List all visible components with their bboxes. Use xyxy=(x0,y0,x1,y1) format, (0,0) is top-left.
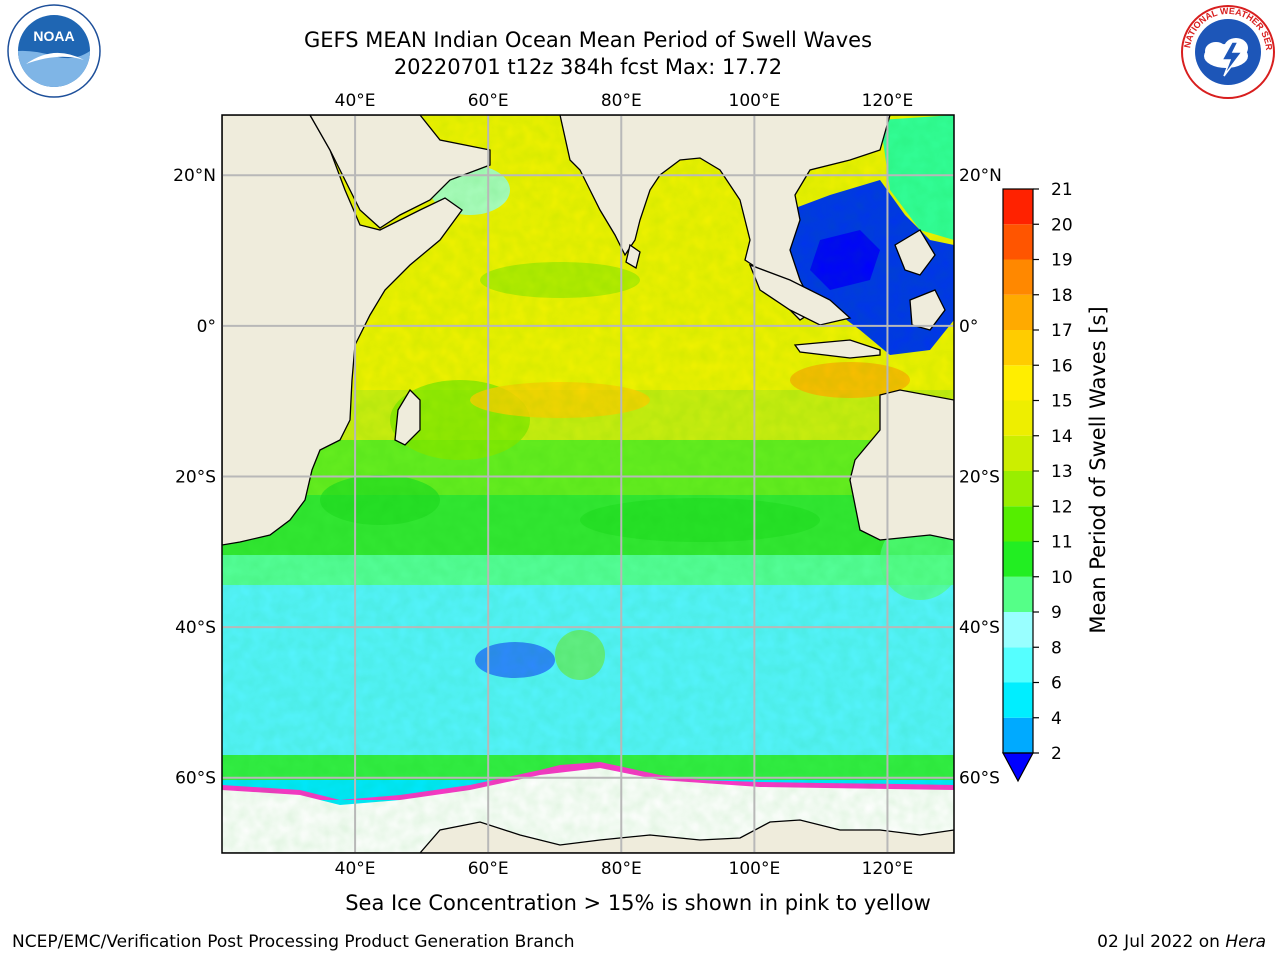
noaa-logo: NOAA xyxy=(7,4,101,98)
borneo xyxy=(894,229,936,276)
australia xyxy=(849,389,954,541)
lon-tick-label-bottom: 120°E xyxy=(862,859,914,879)
colorbar-swatch xyxy=(1003,189,1033,225)
lon-tick-label-top: 40°E xyxy=(335,91,376,111)
lon-tick-label-bottom: 80°E xyxy=(601,859,642,879)
colorbar-swatch xyxy=(1003,682,1033,718)
lon-tick-label-top: 60°E xyxy=(468,91,509,111)
map-area xyxy=(222,115,954,853)
colorbar-swatch xyxy=(1003,471,1033,507)
asia-mainland xyxy=(490,115,891,321)
tick-labels: 40°E 40°E 60°E 60°E 80°E 80°E 100°E 100°E 120°E 1… xyxy=(173,91,1002,879)
footer-branch: NCEP/EMC/Verification Post Processing Pr… xyxy=(12,932,575,952)
lat-tick-label-right: 60°S xyxy=(959,769,1000,789)
colorbar-tick-label: 20 xyxy=(1051,215,1073,235)
sea-ice-caption: Sea Ice Concentration > 15% is shown in … xyxy=(345,891,931,915)
colorbar-tick-label: 6 xyxy=(1051,674,1062,694)
madagascar xyxy=(394,388,421,446)
colorbar-tick-label: 10 xyxy=(1051,568,1073,588)
colorbar-swatch xyxy=(1003,612,1033,648)
lat-tick-label-right: 20°N xyxy=(959,166,1002,186)
colorbar-tick-label: 15 xyxy=(1051,392,1073,412)
colorbar-tick-label: 9 xyxy=(1051,603,1062,623)
lat-tick-label-left: 0° xyxy=(197,317,216,337)
lon-tick-label-top: 100°E xyxy=(729,91,781,111)
chart-title-line2: 20220701 t12z 384h fcst Max: 17.72 xyxy=(393,55,783,79)
chart-title-line1: GEFS MEAN Indian Ocean Mean Period of Sw… xyxy=(303,28,873,52)
colorbar-tick-label: 14 xyxy=(1051,427,1073,447)
lon-tick-label-bottom: 40°E xyxy=(335,859,376,879)
colorbar-tick-label: 13 xyxy=(1051,462,1073,482)
lat-tick-label-right: 0° xyxy=(959,317,978,337)
colorbar-tick-label: 2 xyxy=(1051,744,1062,764)
colorbar-tick-label: 18 xyxy=(1051,286,1073,306)
colorbar-tick-label: 16 xyxy=(1051,356,1073,376)
colorbar-swatch xyxy=(1003,294,1033,330)
colorbar-swatch xyxy=(1003,647,1033,683)
svg-text:NOAA: NOAA xyxy=(33,28,74,44)
colorbar-swatch xyxy=(1003,400,1033,436)
footer-date: 02 Jul 2022 on Hera xyxy=(1097,932,1266,952)
colorbar-swatch xyxy=(1003,224,1033,260)
colorbar-tick-label: 21 xyxy=(1051,180,1073,200)
gridlines xyxy=(222,115,954,853)
colorbar-tick-label: 8 xyxy=(1051,638,1062,658)
sri-lanka xyxy=(625,243,641,270)
lat-tick-label-left: 40°S xyxy=(175,618,216,638)
colorbar-swatch xyxy=(1003,330,1033,366)
java xyxy=(793,339,881,359)
footer-host: Hera xyxy=(1225,932,1266,952)
lon-tick-label-top: 120°E xyxy=(862,91,914,111)
lat-tick-label-right: 20°S xyxy=(959,467,1000,487)
colorbar-label: Mean Period of Swell Waves [s] xyxy=(1086,306,1110,634)
africa-arabia xyxy=(222,115,463,546)
land xyxy=(222,115,954,853)
colorbar: 2 4 6 8 9 10 11 12 13 14 15 16 17 18 19 20 21 xyxy=(1001,180,1073,783)
sulawesi xyxy=(909,289,946,331)
colorbar-tick-label: 11 xyxy=(1051,533,1073,553)
colorbar-tick-label: 4 xyxy=(1051,709,1062,729)
colorbar-swatch xyxy=(1003,717,1033,753)
colorbar-swatch xyxy=(1003,506,1033,542)
colorbar-swatch xyxy=(1003,365,1033,401)
lon-tick-label-bottom: 60°E xyxy=(468,859,509,879)
colorbar-tick-label: 17 xyxy=(1051,321,1073,341)
lon-tick-label-bottom: 100°E xyxy=(729,859,781,879)
footer-date-text: 02 Jul 2022 on xyxy=(1097,932,1226,952)
lat-tick-label-right: 40°S xyxy=(959,618,1000,638)
colorbar-swatch xyxy=(1003,576,1033,612)
lat-tick-label-left: 20°N xyxy=(173,166,216,186)
map-frame xyxy=(221,114,955,854)
lon-tick-label-top: 80°E xyxy=(601,91,642,111)
lat-tick-label-left: 60°S xyxy=(175,769,216,789)
lat-tick-label-left: 20°S xyxy=(175,467,216,487)
colorbar-swatch xyxy=(1003,435,1033,471)
colorbar-under-arrow xyxy=(1001,752,1035,783)
antarctica xyxy=(222,819,954,853)
colorbar-swatch xyxy=(1003,259,1033,295)
colorbar-tick-label: 19 xyxy=(1051,251,1073,271)
colorbar-tick-label: 12 xyxy=(1051,497,1073,517)
nws-logo: NATIONAL WEATHER SERVICE xyxy=(1180,4,1275,99)
colorbar-swatch xyxy=(1003,541,1033,577)
sumatra xyxy=(748,263,852,326)
